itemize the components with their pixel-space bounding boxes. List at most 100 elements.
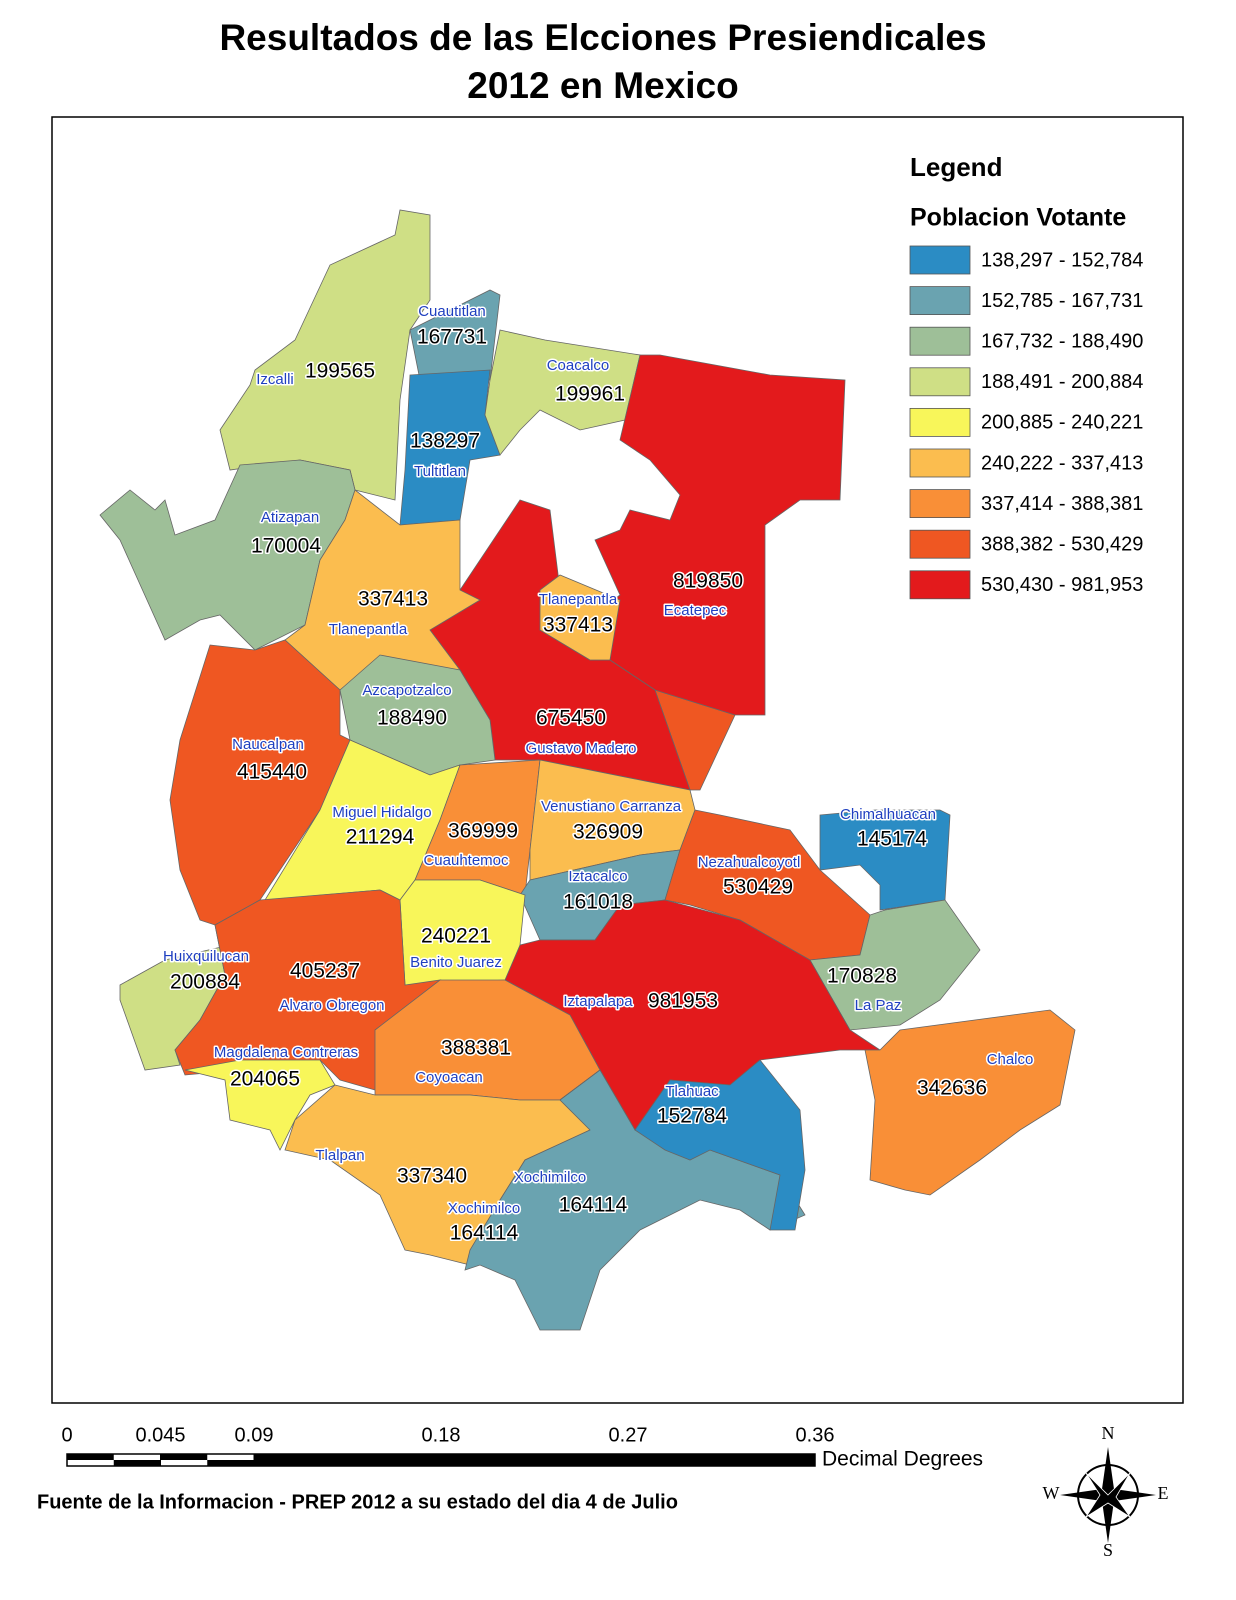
region-value: 199565: [305, 360, 375, 383]
legend-swatch: [909, 286, 971, 316]
legend-title: Legend: [910, 152, 1002, 182]
compass-s: S: [1103, 1540, 1113, 1560]
labels: Izcalli 199565 Cuautitlan 167731 Tultitlan 13…: [162, 301, 1035, 1246]
region-name: Venustiano Carranza: [541, 798, 682, 815]
scale-segment: [207, 1460, 254, 1466]
scale-segment: [67, 1454, 114, 1460]
region-value: 675450: [536, 707, 606, 730]
region-value: 145174: [857, 828, 927, 851]
legend-label: 152,785 - 167,731: [981, 290, 1143, 312]
region-name: Tultitlan: [414, 463, 466, 480]
region-value: 405237: [290, 960, 360, 983]
region: [399, 369, 501, 526]
region: [409, 289, 501, 381]
region-name: Tlanepantla: [539, 591, 618, 608]
source: Fuente de la Informacion - PREP 2012 a s…: [37, 1491, 678, 1513]
region-name: Naucalpan: [232, 736, 304, 753]
region-name: Chimalhuacan: [840, 806, 936, 823]
compass-w: W: [1043, 1483, 1060, 1503]
region-value: 819850: [673, 570, 743, 593]
region-name: Cuautitlan: [418, 303, 486, 320]
region-name: Iztapalapa: [563, 993, 633, 1010]
region: [864, 1009, 1076, 1196]
scale-tick-label: 0.27: [609, 1424, 648, 1446]
region-value: 337413: [358, 588, 428, 611]
region-name: Chalco: [987, 1051, 1034, 1068]
region-name: Alvaro Obregon: [279, 997, 384, 1014]
region-value: 388381: [441, 1037, 511, 1060]
region-value: 161018: [563, 891, 633, 914]
region-name: Izcalli: [256, 371, 294, 388]
legend-label: 200,885 - 240,221: [981, 412, 1143, 434]
region-value: 240221: [421, 925, 491, 948]
title-line: Resultados de las Elcciones Presiendical…: [219, 17, 986, 58]
region-value: 981953: [648, 990, 718, 1013]
region-value: 530429: [723, 876, 793, 899]
region: [539, 574, 621, 661]
scale-segment: [441, 1460, 628, 1466]
scale-segment: [441, 1454, 628, 1460]
region-value: 204065: [230, 1068, 300, 1091]
region-value: 152784: [657, 1105, 727, 1128]
legend-swatch: [909, 326, 971, 356]
legend: 138,297 - 152,784 152,785 - 167,731 167,73…: [909, 245, 1143, 600]
region-value: 200884: [170, 971, 240, 994]
legend-label: 138,297 - 152,784: [981, 249, 1143, 271]
legend-swatch: [909, 570, 971, 600]
region-name: Xochimilco: [448, 1200, 521, 1217]
region-value: 164114: [450, 1222, 519, 1245]
scale-segment: [160, 1454, 208, 1460]
region-value: 369999: [448, 820, 518, 843]
compass-n: N: [1102, 1423, 1115, 1443]
region-value: 170004: [251, 535, 321, 558]
scale-unit: Decimal Degrees: [822, 1448, 983, 1471]
region-value: 170828: [827, 965, 897, 988]
legend-swatch: [909, 407, 971, 437]
region-name: Nezahualcoyotl: [698, 854, 801, 871]
region-name: Iztacalco: [568, 868, 627, 885]
compass-star: [1085, 1472, 1131, 1518]
scale-tick-label: 0: [61, 1424, 72, 1446]
region-value: 337340: [397, 1165, 467, 1188]
map: [99, 209, 1076, 1331]
scale-tick-label: 0.18: [422, 1424, 461, 1446]
region-name: Tlahuac: [665, 1083, 719, 1100]
scale-segment: [628, 1460, 815, 1466]
scale-segment: [254, 1460, 441, 1466]
region-name: Atizapan: [261, 509, 319, 526]
legend-label: 388,382 - 530,429: [981, 533, 1143, 555]
region-name: Miguel Hidalgo: [332, 804, 431, 821]
legend-swatch: [909, 448, 971, 478]
legend-label: 337,414 - 388,381: [981, 493, 1143, 515]
region-value: 326909: [573, 821, 643, 844]
compass: N E S W: [1043, 1423, 1169, 1560]
scale-segment: [254, 1454, 441, 1460]
region-name: Tlanepantla: [329, 621, 408, 638]
legend-label: 188,491 - 200,884: [981, 371, 1143, 393]
region-value: 188490: [377, 707, 447, 730]
legend-swatch: [909, 529, 971, 559]
title-line: 2012 en Mexico: [467, 65, 738, 106]
scale-tick-label: 0.045: [135, 1424, 185, 1446]
region-name: Coacalco: [547, 357, 610, 374]
region-name: Tlalpan: [315, 1147, 364, 1164]
scale-segment: [113, 1460, 161, 1466]
scale-tick-label: 0.36: [796, 1424, 835, 1446]
legend-label: 167,732 - 188,490: [981, 330, 1143, 352]
region-value: 138297: [410, 430, 480, 453]
region-name: Azcapotzalco: [362, 682, 451, 699]
region-value: 342636: [917, 1077, 987, 1100]
legend-swatch: [909, 245, 971, 275]
legend-swatch: [909, 367, 971, 397]
region-value: 415440: [237, 761, 307, 784]
region: [484, 329, 641, 456]
region: [819, 809, 951, 911]
region: [169, 639, 351, 926]
legend-swatch: [909, 489, 971, 519]
legend-label: 530,430 - 981,953: [981, 574, 1143, 596]
scale-tick-label: 0.09: [235, 1424, 274, 1446]
scale-segment: [628, 1454, 815, 1460]
region: [174, 889, 442, 1091]
region-name: Gustavo Madero: [526, 740, 637, 757]
